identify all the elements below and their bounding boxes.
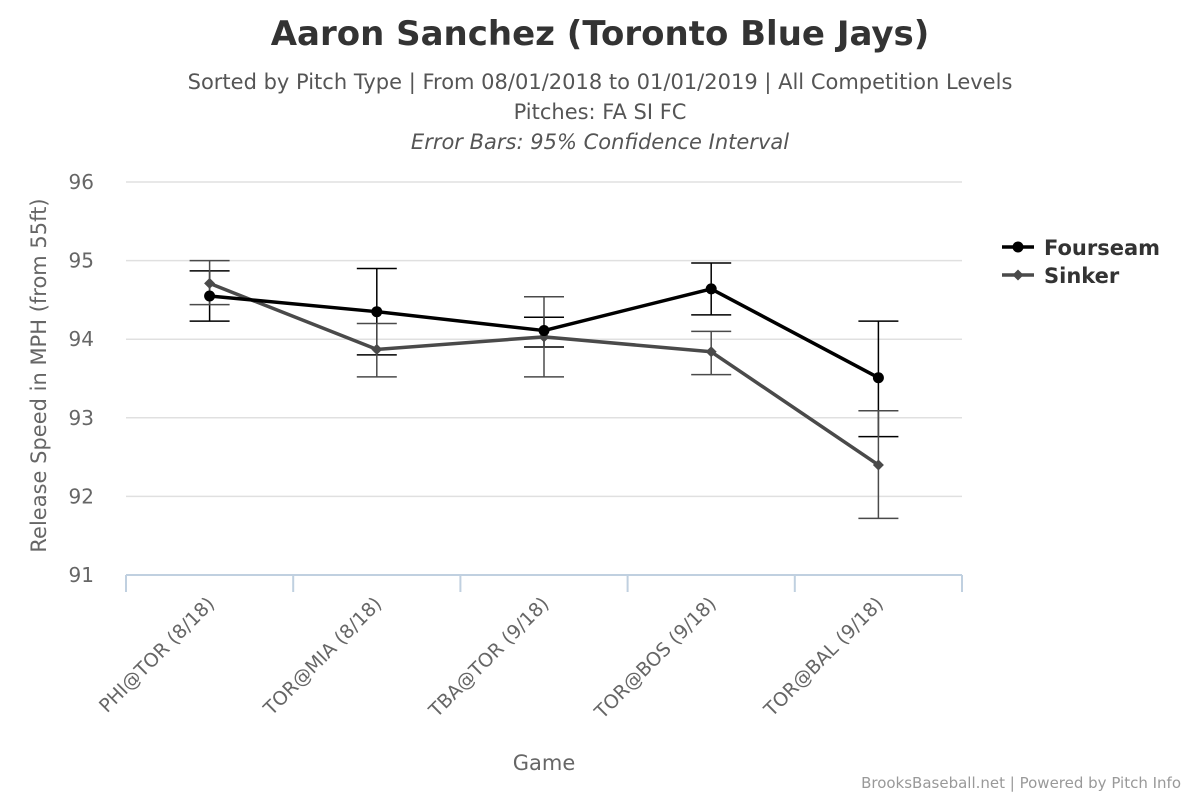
sinker-legend-label[interactable]: Sinker (1044, 264, 1120, 288)
fourseam-point[interactable] (371, 306, 383, 318)
x-tick-label: TOR@BAL (9/18) (759, 593, 888, 722)
x-axis-title: Game (513, 751, 576, 775)
y-tick-label: 93 (69, 406, 94, 430)
credits-text[interactable]: BrooksBaseball.net | Powered by Pitch In… (861, 774, 1181, 792)
chart-subtitle-pitches: Pitches: FA SI FC (513, 100, 687, 124)
x-tick-label: TBA@TOR (9/18) (424, 593, 553, 722)
fourseam-point[interactable] (872, 372, 884, 384)
fourseam-point[interactable] (705, 283, 717, 295)
y-tick-label: 94 (69, 327, 94, 351)
x-tick-label: TOR@MIA (8/18) (259, 593, 386, 720)
fourseam-legend-marker[interactable] (1012, 241, 1024, 253)
y-tick-label: 91 (69, 563, 94, 587)
y-axis-title: Release Speed in MPH (from 55ft) (27, 198, 51, 552)
sinker-point[interactable] (204, 277, 216, 289)
sinker-point[interactable] (872, 459, 884, 471)
sinker-point[interactable] (371, 343, 383, 355)
fourseam-legend-label[interactable]: Fourseam (1044, 236, 1160, 260)
fourseam-point[interactable] (204, 290, 216, 302)
fourseam-point[interactable] (538, 325, 550, 337)
sinker-legend-marker[interactable] (1012, 269, 1024, 281)
y-tick-label: 96 (69, 170, 94, 194)
sinker-point[interactable] (705, 346, 717, 358)
y-tick-label: 95 (69, 249, 94, 273)
x-tick-label: PHI@TOR (8/18) (95, 593, 219, 717)
chart-subtitle-error-bars: Error Bars: 95% Confidence Interval (410, 130, 790, 154)
chart-title: Aaron Sanchez (Toronto Blue Jays) (270, 14, 930, 54)
y-tick-label: 92 (69, 484, 94, 508)
chart-subtitle: Sorted by Pitch Type | From 08/01/2018 t… (187, 70, 1013, 94)
x-tick-label: TOR@BOS (9/18) (590, 593, 721, 724)
